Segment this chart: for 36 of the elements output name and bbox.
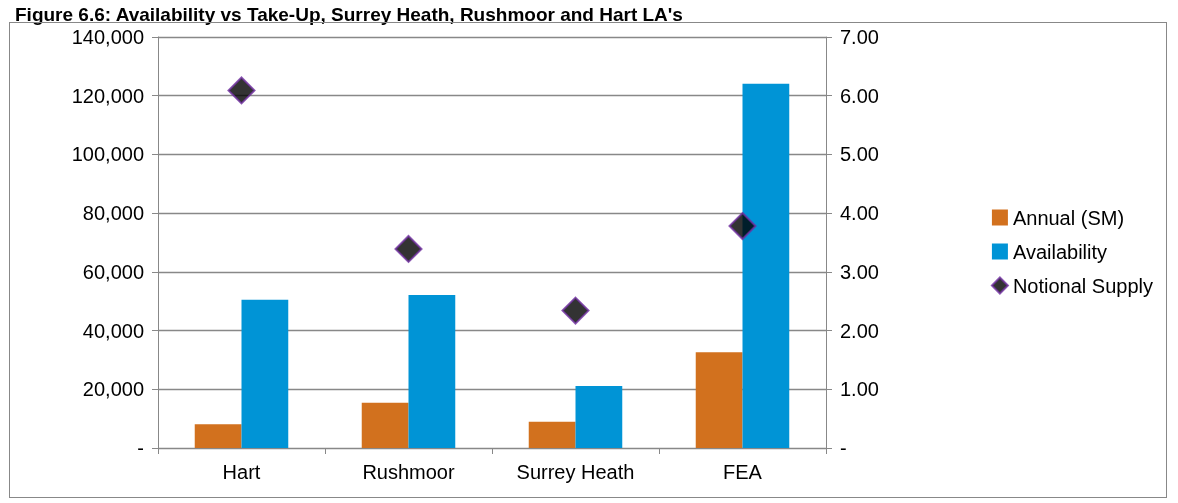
x-tick-label: Hart <box>222 461 261 483</box>
chart-title: Figure 6.6: Availability vs Take-Up, Surrey Heath, Rushmoor and Hart LA's <box>15 4 683 25</box>
bar <box>695 352 743 448</box>
bar <box>575 386 623 448</box>
point <box>227 76 256 105</box>
x-tick-label: Surrey Heath <box>516 461 635 483</box>
bar <box>241 299 289 448</box>
y-tick-label: - <box>137 437 144 459</box>
y2-tick-label: - <box>840 437 847 459</box>
bar <box>742 83 790 448</box>
y-tick-label: 20,000 <box>82 378 144 401</box>
y-tick-label: 120,000 <box>71 84 144 107</box>
point <box>394 234 423 263</box>
bar <box>194 424 242 448</box>
y-tick-label: 40,000 <box>82 319 144 342</box>
point <box>561 296 590 325</box>
bar <box>528 421 576 448</box>
y2-tick-label: 2.00 <box>840 319 879 342</box>
y-tick-label: 80,000 <box>82 202 144 225</box>
y2-tick-label: 4.00 <box>840 202 879 225</box>
legend-label: Notional Supply <box>1012 274 1154 297</box>
legend-label: Availability <box>1012 240 1108 263</box>
y-tick-label: 100,000 <box>71 143 144 166</box>
x-tick-label: Rushmoor <box>362 461 455 483</box>
legend-label: Annual (SM) <box>1012 206 1125 229</box>
bar <box>408 295 456 448</box>
y2-tick-label: 7.00 <box>840 26 879 48</box>
y-tick-label: 140,000 <box>71 26 144 48</box>
y2-tick-label: 5.00 <box>840 143 879 166</box>
x-tick-label: FEA <box>723 461 763 483</box>
bar <box>361 402 409 448</box>
y2-tick-label: 1.00 <box>840 378 879 401</box>
y2-tick-label: 3.00 <box>840 260 879 283</box>
point <box>728 212 757 241</box>
y-tick-label: 60,000 <box>82 260 144 283</box>
y2-tick-label: 6.00 <box>840 84 879 107</box>
